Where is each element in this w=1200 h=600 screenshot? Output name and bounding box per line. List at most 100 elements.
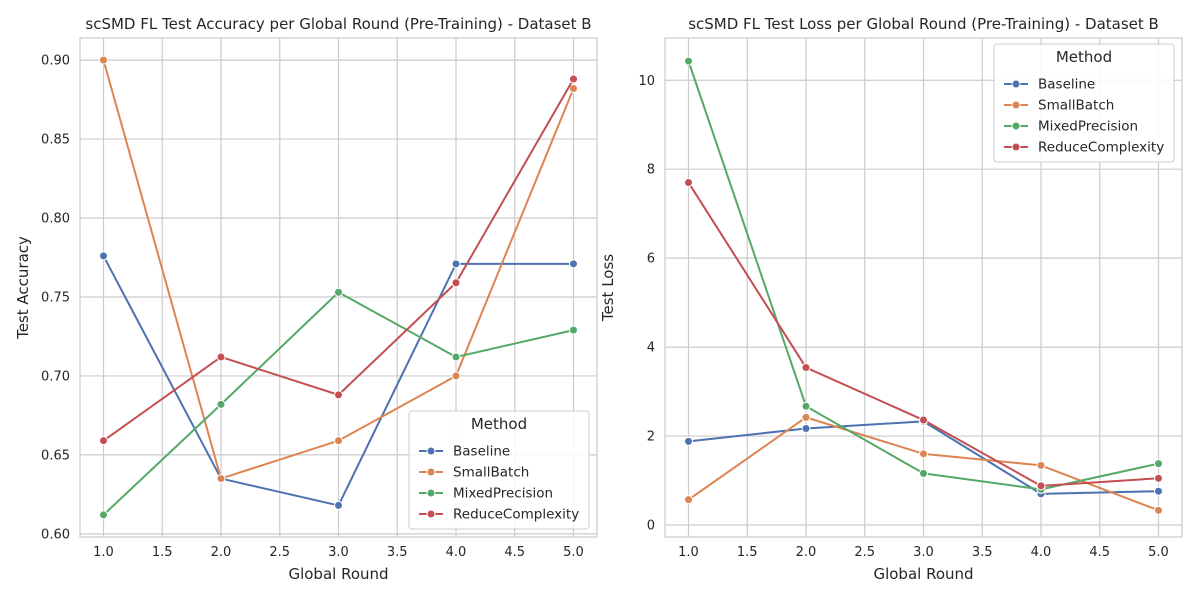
accuracy-y-tick-label: 0.75 bbox=[41, 290, 70, 305]
accuracy-point-mixedprecision bbox=[451, 352, 461, 362]
accuracy-legend-label-reducecomplexity: ReduceComplexity bbox=[453, 507, 579, 523]
loss-point-smallbatch bbox=[919, 449, 928, 459]
loss-point-mixedprecision bbox=[801, 401, 811, 411]
accuracy-point-mixedprecision bbox=[216, 399, 226, 409]
loss-x-axis-label: Global Round bbox=[873, 565, 973, 583]
accuracy-legend-label-baseline: Baseline bbox=[453, 444, 510, 460]
loss-point-smallbatch bbox=[684, 495, 693, 505]
accuracy-plot-frame bbox=[79, 37, 598, 538]
loss-point-mixedprecision bbox=[1154, 459, 1163, 469]
loss-legend-label-smallbatch: SmallBatch bbox=[1038, 98, 1114, 114]
loss-point-reducecomplexity bbox=[684, 178, 693, 188]
accuracy-legend-marker-smallbatch bbox=[426, 467, 436, 477]
loss-point-smallbatch bbox=[801, 412, 811, 422]
accuracy-point-smallbatch bbox=[451, 371, 461, 381]
loss-x-tick-label: 5.0 bbox=[1148, 545, 1169, 560]
accuracy-point-reducecomplexity bbox=[99, 436, 108, 446]
accuracy-y-axis-label: Test Accuracy bbox=[14, 236, 32, 340]
accuracy-legend-marker-baseline bbox=[426, 446, 436, 456]
loss-point-mixedprecision bbox=[684, 56, 693, 66]
accuracy-legend: Method Baseline SmallBatch MixedPrecision Re… bbox=[408, 410, 590, 530]
loss-point-baseline bbox=[1154, 486, 1163, 496]
accuracy-point-smallbatch bbox=[216, 474, 226, 484]
accuracy-point-mixedprecision bbox=[334, 287, 343, 297]
loss-x-tick-label: 4.0 bbox=[1031, 545, 1052, 560]
accuracy-x-axis-label: Global Round bbox=[288, 565, 388, 583]
accuracy-point-baseline bbox=[334, 500, 343, 510]
accuracy-x-tick-label: 2.0 bbox=[211, 545, 232, 560]
loss-x-tick-label: 2.0 bbox=[796, 545, 817, 560]
accuracy-x-tick-label: 1.5 bbox=[152, 545, 173, 560]
loss-legend-label-mixedprecision: MixedPrecision bbox=[1038, 119, 1138, 135]
accuracy-y-tick-label: 0.80 bbox=[41, 212, 70, 227]
loss-legend-marker-mixedprecision bbox=[1011, 121, 1021, 131]
loss-x-tick-label: 2.5 bbox=[854, 545, 875, 560]
loss-x-tick-label: 3.5 bbox=[972, 545, 993, 560]
accuracy-y-tick-label: 0.70 bbox=[41, 369, 70, 384]
accuracy-y-tick-label: 0.65 bbox=[41, 448, 70, 463]
loss-x-tick-label: 1.0 bbox=[678, 545, 699, 560]
loss-y-axis-label: Test Loss bbox=[599, 254, 617, 322]
loss-x-tick-label: 1.5 bbox=[737, 545, 758, 560]
loss-point-baseline bbox=[684, 436, 693, 446]
loss-point-reducecomplexity bbox=[1036, 481, 1046, 491]
accuracy-legend-title: Method bbox=[471, 415, 527, 433]
loss-x-tick-label: 4.5 bbox=[1089, 545, 1110, 560]
loss-point-reducecomplexity bbox=[919, 415, 928, 425]
loss-point-baseline bbox=[801, 423, 811, 433]
accuracy-point-mixedprecision bbox=[569, 325, 578, 335]
loss-chart: 1.0 1.5 2.0 2.5 3.0 3.5 4.0 4.5 5.0 0 2 4 6 8 10 scSMD … bbox=[599, 15, 1183, 583]
accuracy-legend-marker-reducecomplexity bbox=[426, 509, 436, 519]
loss-legend-marker-baseline bbox=[1011, 79, 1021, 89]
loss-point-reducecomplexity bbox=[801, 363, 811, 373]
accuracy-x-tick-label: 5.0 bbox=[563, 545, 584, 560]
accuracy-chart-title: scSMD FL Test Accuracy per Global Round … bbox=[85, 15, 591, 33]
accuracy-y-tick-label: 0.85 bbox=[41, 133, 70, 148]
accuracy-point-mixedprecision bbox=[99, 510, 108, 520]
accuracy-legend-box bbox=[408, 410, 590, 530]
accuracy-x-tick-label: 4.5 bbox=[504, 545, 525, 560]
loss-point-smallbatch bbox=[1154, 505, 1163, 515]
loss-point-smallbatch bbox=[1036, 460, 1046, 470]
accuracy-point-reducecomplexity bbox=[334, 390, 343, 400]
accuracy-point-smallbatch bbox=[99, 55, 108, 65]
loss-plot-frame bbox=[664, 37, 1183, 538]
accuracy-chart: 1.0 1.5 2.0 2.5 3.0 3.5 4.0 4.5 5.0 0.60 0.65 0.70 0… bbox=[14, 15, 598, 583]
loss-y-tick-label: 8 bbox=[647, 163, 655, 178]
accuracy-point-baseline bbox=[569, 259, 578, 269]
loss-legend-box bbox=[993, 43, 1175, 163]
accuracy-y-tick-label: 0.90 bbox=[41, 54, 70, 69]
loss-legend-marker-smallbatch bbox=[1011, 100, 1021, 110]
accuracy-legend-label-mixedprecision: MixedPrecision bbox=[453, 486, 553, 502]
loss-point-reducecomplexity bbox=[1154, 473, 1163, 483]
accuracy-point-baseline bbox=[451, 259, 461, 269]
accuracy-legend-label-smallbatch: SmallBatch bbox=[453, 465, 529, 481]
accuracy-point-reducecomplexity bbox=[451, 278, 461, 288]
accuracy-y-tick-label: 0.60 bbox=[41, 527, 70, 542]
accuracy-point-reducecomplexity bbox=[216, 352, 226, 362]
accuracy-x-tick-label: 3.5 bbox=[387, 545, 408, 560]
loss-legend-label-baseline: Baseline bbox=[1038, 77, 1095, 93]
loss-y-tick-label: 2 bbox=[647, 430, 655, 445]
accuracy-x-tick-label: 1.0 bbox=[93, 545, 114, 560]
loss-y-tick-label: 4 bbox=[647, 341, 655, 356]
loss-x-tick-label: 3.0 bbox=[913, 545, 934, 560]
loss-chart-title: scSMD FL Test Loss per Global Round (Pre… bbox=[688, 15, 1159, 33]
accuracy-point-smallbatch bbox=[334, 436, 343, 446]
accuracy-point-smallbatch bbox=[569, 84, 578, 94]
loss-point-mixedprecision bbox=[919, 468, 928, 478]
accuracy-x-tick-label: 2.5 bbox=[269, 545, 290, 560]
loss-legend-label-reducecomplexity: ReduceComplexity bbox=[1038, 140, 1164, 156]
loss-y-tick-label: 10 bbox=[638, 74, 655, 89]
accuracy-x-tick-label: 3.0 bbox=[328, 545, 349, 560]
loss-y-tick-label: 0 bbox=[647, 518, 655, 533]
loss-legend: Method Baseline SmallBatch MixedPrecision Re… bbox=[993, 43, 1175, 163]
loss-legend-marker-reducecomplexity bbox=[1011, 142, 1021, 152]
accuracy-point-baseline bbox=[99, 251, 108, 261]
loss-legend-title: Method bbox=[1056, 48, 1112, 66]
accuracy-point-reducecomplexity bbox=[569, 74, 578, 84]
accuracy-x-tick-label: 4.0 bbox=[446, 545, 467, 560]
accuracy-legend-marker-mixedprecision bbox=[426, 488, 436, 498]
loss-y-tick-label: 6 bbox=[647, 252, 655, 267]
